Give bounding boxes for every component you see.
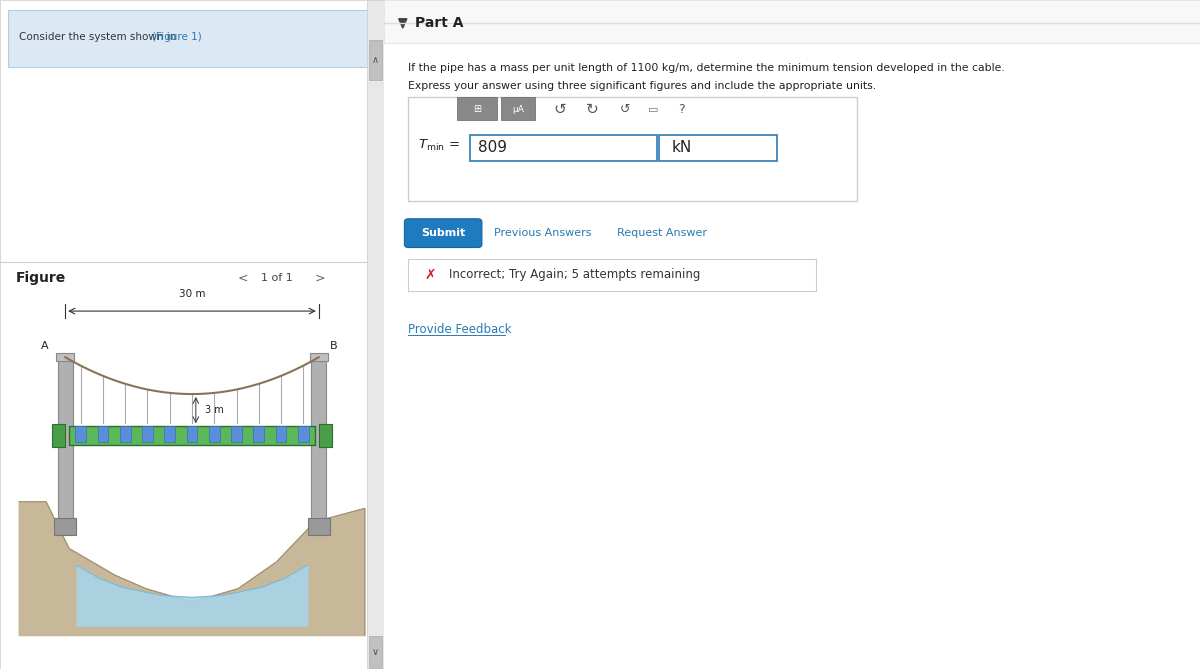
- Text: Previous Answers: Previous Answers: [494, 228, 592, 237]
- Text: $T_\mathrm{min}$ =: $T_\mathrm{min}$ =: [419, 138, 460, 153]
- Text: If the pipe has a mass per unit length of 1100 kg/m, determine the minimum tensi: If the pipe has a mass per unit length o…: [408, 64, 1006, 73]
- Text: kN: kN: [671, 140, 691, 155]
- Text: Provide Feedback: Provide Feedback: [408, 322, 512, 336]
- Bar: [164, 426, 175, 442]
- Text: A: A: [41, 341, 48, 351]
- Text: 3 m: 3 m: [205, 405, 224, 415]
- Bar: [457, 97, 497, 120]
- Text: μA: μA: [512, 104, 523, 114]
- Text: ?: ?: [678, 102, 685, 116]
- Text: ⊞: ⊞: [473, 104, 481, 114]
- Bar: [367, 0, 384, 669]
- Text: Consider the system shown in: Consider the system shown in: [19, 33, 180, 42]
- Bar: [298, 426, 308, 442]
- Text: <: <: [238, 271, 248, 284]
- FancyBboxPatch shape: [408, 259, 816, 291]
- Bar: [58, 361, 72, 522]
- Text: 1 of 1: 1 of 1: [262, 273, 293, 282]
- Bar: [54, 518, 77, 535]
- Bar: [384, 0, 1200, 43]
- Text: ↺: ↺: [619, 102, 630, 116]
- Bar: [469, 135, 658, 161]
- Text: Part A: Part A: [415, 16, 463, 29]
- Text: (Figure 1): (Figure 1): [151, 33, 202, 42]
- Bar: [56, 353, 74, 361]
- Bar: [368, 40, 382, 80]
- Bar: [307, 518, 330, 535]
- Bar: [312, 361, 326, 522]
- Text: Figure: Figure: [16, 271, 66, 284]
- Polygon shape: [398, 19, 407, 28]
- Bar: [253, 426, 264, 442]
- Bar: [276, 426, 287, 442]
- FancyBboxPatch shape: [0, 0, 384, 669]
- Text: Request Answer: Request Answer: [617, 228, 707, 237]
- FancyBboxPatch shape: [408, 97, 857, 201]
- Bar: [659, 135, 778, 161]
- Bar: [97, 426, 108, 442]
- Text: Express your answer using three significant figures and include the appropriate : Express your answer using three signific…: [408, 81, 877, 90]
- Bar: [209, 426, 220, 442]
- Text: >: >: [314, 271, 325, 284]
- Polygon shape: [19, 502, 365, 636]
- Bar: [76, 426, 86, 442]
- Text: B: B: [330, 341, 337, 351]
- Bar: [319, 424, 331, 447]
- Bar: [500, 97, 535, 120]
- Text: Submit: Submit: [421, 228, 466, 237]
- Text: ∧: ∧: [372, 56, 379, 65]
- Bar: [232, 426, 242, 442]
- FancyBboxPatch shape: [7, 10, 377, 67]
- Text: ▭: ▭: [648, 105, 659, 114]
- Text: ∨: ∨: [372, 648, 379, 657]
- Bar: [53, 424, 65, 447]
- Text: ↻: ↻: [586, 102, 599, 116]
- Text: ✗: ✗: [425, 268, 437, 282]
- Bar: [368, 636, 382, 669]
- FancyBboxPatch shape: [384, 0, 1200, 669]
- Bar: [120, 426, 131, 442]
- Bar: [68, 426, 316, 445]
- Bar: [310, 353, 328, 361]
- Text: 30 m: 30 m: [179, 289, 205, 299]
- Text: Incorrect; Try Again; 5 attempts remaining: Incorrect; Try Again; 5 attempts remaini…: [449, 268, 701, 282]
- Bar: [187, 426, 197, 442]
- Text: ↺: ↺: [553, 102, 566, 116]
- Text: 809: 809: [478, 140, 506, 155]
- Bar: [142, 426, 152, 442]
- FancyBboxPatch shape: [404, 219, 482, 248]
